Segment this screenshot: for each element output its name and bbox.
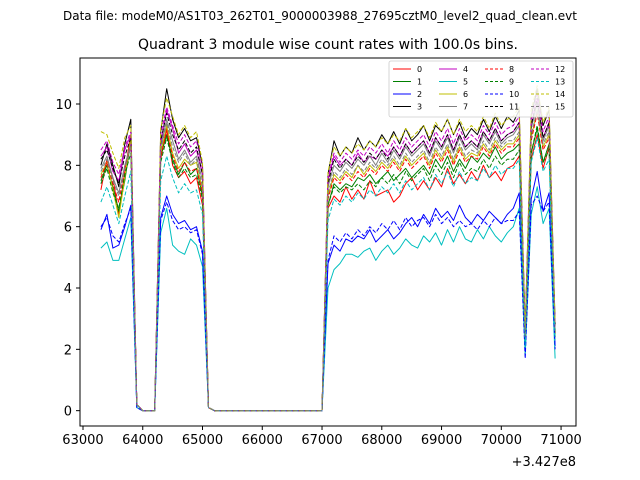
legend-box — [388, 60, 574, 118]
series-line-10 — [100, 195, 556, 412]
y-tick-label: 10 — [55, 98, 72, 113]
x-tick-label: 63000 — [62, 433, 103, 448]
legend-label-3: 3 — [417, 103, 422, 112]
x-tick-label: 65000 — [182, 433, 223, 448]
legend-label-8: 8 — [509, 65, 514, 74]
x-tick-label: 71000 — [540, 433, 581, 448]
series-line-2 — [100, 171, 556, 412]
y-tick-label: 8 — [64, 159, 72, 174]
data-file-label: Data file: modeM0/AS1T03_262T01_90000039… — [63, 9, 577, 23]
series-line-5 — [100, 186, 556, 412]
legend-label-4: 4 — [463, 65, 468, 74]
x-axis-ticks: 63000 64000 65000 66000 67000 68000 69000 70000… — [62, 426, 582, 448]
legend-label-9: 9 — [509, 78, 514, 87]
legend-label-5: 5 — [463, 78, 468, 87]
series-line-9 — [100, 125, 556, 412]
legend-label-15: 15 — [555, 103, 565, 112]
legend-label-2: 2 — [417, 90, 422, 99]
legend-label-7: 7 — [463, 103, 468, 112]
series-line-14 — [100, 85, 556, 412]
legend-label-6: 6 — [463, 90, 468, 99]
y-tick-label: 0 — [64, 405, 72, 420]
legend-label-0: 0 — [417, 65, 422, 74]
series-line-13 — [100, 137, 556, 412]
legend-label-11: 11 — [509, 103, 519, 112]
legend-label-1: 1 — [417, 78, 422, 87]
y-tick-label: 4 — [64, 282, 72, 297]
series-line-12 — [100, 94, 556, 412]
legend-label-10: 10 — [509, 90, 519, 99]
x-tick-label: 70000 — [481, 433, 522, 448]
legend-label-12: 12 — [555, 65, 565, 74]
y-axis-ticks: 0 2 4 6 8 10 — [55, 98, 80, 420]
x-tick-label: 69000 — [421, 433, 462, 448]
y-tick-label: 2 — [64, 343, 72, 358]
x-tick-label: 67000 — [301, 433, 342, 448]
x-axis-offset-label: +3.427e8 — [512, 455, 576, 470]
series-line-15 — [100, 109, 556, 412]
x-tick-label: 66000 — [242, 433, 283, 448]
series-lines — [100, 85, 556, 412]
y-tick-label: 6 — [64, 221, 72, 236]
legend-label-13: 13 — [555, 78, 565, 87]
x-tick-label: 68000 — [361, 433, 402, 448]
legend-label-14: 14 — [555, 90, 565, 99]
x-tick-label: 64000 — [122, 433, 163, 448]
chart-title: Quadrant 3 module wise count rates with … — [138, 37, 518, 53]
